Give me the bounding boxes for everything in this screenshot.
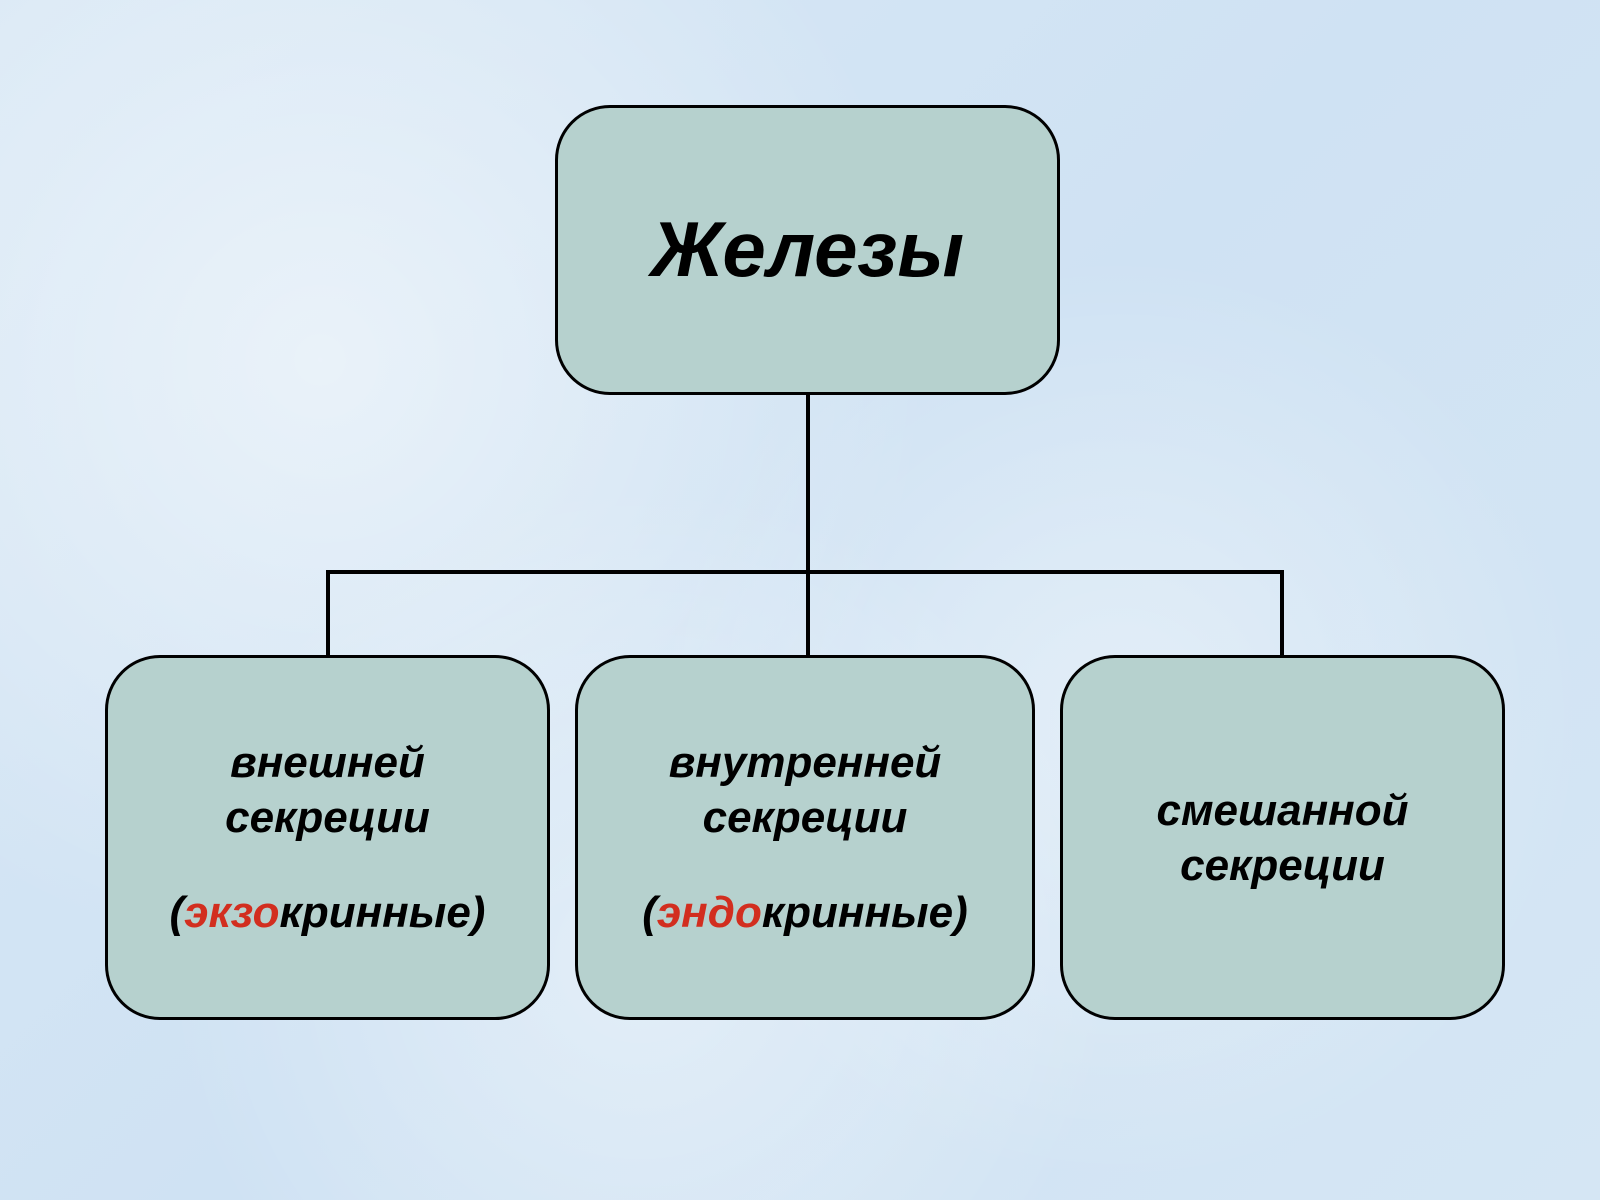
child-left-line1: внешней [230, 735, 425, 790]
root-node: Железы [555, 105, 1060, 395]
child-middle-suffix: кринные [762, 888, 953, 937]
child-middle-bracket: (эндокринные) [642, 885, 968, 940]
diagram-canvas: Железы внешней секреции (экзокринные) вн… [0, 0, 1600, 1200]
child-node-middle: внутренней секреции (эндокринные) [575, 655, 1035, 1020]
child-node-left: внешней секреции (экзокринные) [105, 655, 550, 1020]
child-right-line2: секреции [1180, 838, 1385, 893]
child-middle-line1: внутренней [669, 735, 942, 790]
child-middle-prefix: эндо [657, 888, 762, 937]
child-right-line1: смешанной [1157, 783, 1409, 838]
child-left-line2: секреции [225, 790, 430, 845]
child-left-suffix: кринные [280, 888, 471, 937]
child-middle-line2: секреции [703, 790, 908, 845]
child-node-right: смешанной секреции [1060, 655, 1505, 1020]
child-left-bracket: (экзокринные) [170, 885, 486, 940]
child-left-prefix: экзо [184, 888, 279, 937]
root-label: Железы [651, 201, 964, 299]
